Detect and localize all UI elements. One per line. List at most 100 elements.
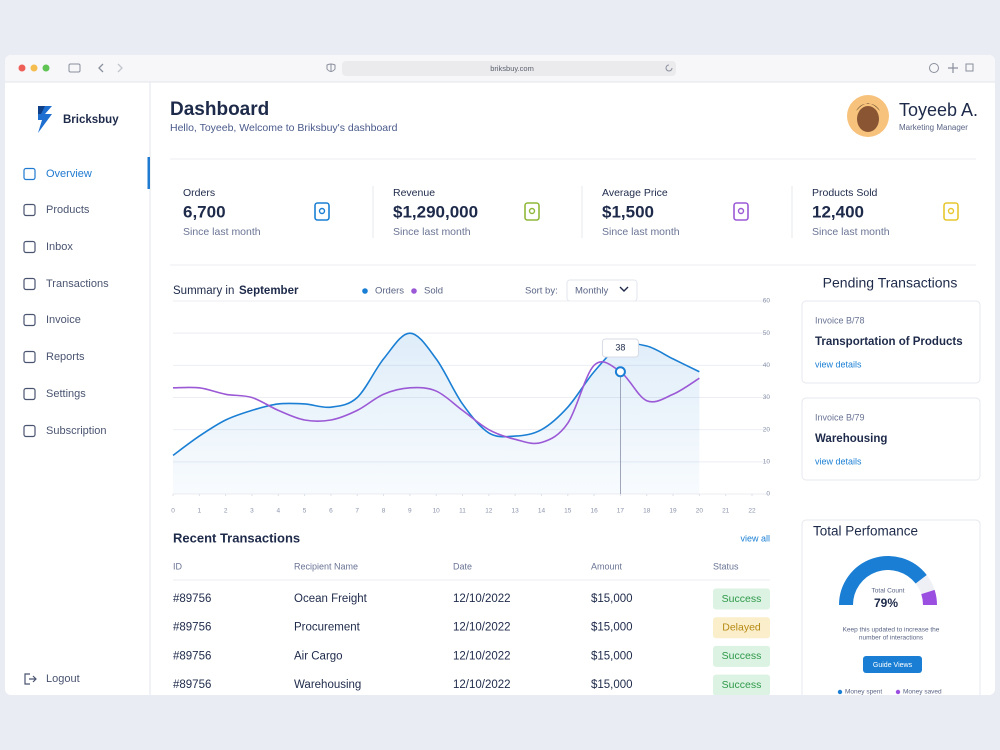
- menu-item[interactable]: Overview: [46, 168, 92, 180]
- gauge-value-label: 79%: [874, 596, 898, 610]
- x-tick-label: 17: [617, 508, 625, 515]
- forward-button[interactable]: [117, 63, 123, 73]
- stat-icon-dot: [947, 207, 955, 215]
- invoice-label: Invoice B/79: [815, 412, 865, 422]
- x-tick-label: 5: [303, 508, 307, 515]
- menu-icon: [23, 240, 36, 254]
- browser-window: briksbuy.com Bricksbuy Dashboard Hello, …: [5, 55, 995, 696]
- table-cell: 12/10/2022: [453, 622, 511, 634]
- status-badge: [713, 588, 770, 610]
- performance-note: number of interactions: [859, 635, 924, 642]
- min-dot[interactable]: [30, 64, 38, 72]
- reload-icon[interactable]: [665, 64, 673, 72]
- performance-card: [801, 519, 981, 695]
- menu-icon: [23, 313, 36, 327]
- menu-item[interactable]: Subscription: [46, 425, 107, 437]
- url-bar[interactable]: [342, 61, 676, 76]
- tabs-icon[interactable]: [965, 63, 974, 72]
- performance-legend: Money spent: [845, 689, 882, 696]
- x-tick-label: 6: [329, 508, 333, 515]
- menu-icon: [23, 387, 36, 401]
- menu-item[interactable]: Transactions: [46, 278, 109, 290]
- new-tab-icon[interactable]: [948, 63, 958, 73]
- x-tick-label: 9: [408, 508, 412, 515]
- menu-item[interactable]: Inbox: [46, 241, 73, 253]
- x-tick-label: 10: [433, 508, 441, 515]
- menu-item[interactable]: Settings: [46, 388, 86, 400]
- status-text: Success: [722, 593, 762, 605]
- menu-item[interactable]: Reports: [46, 351, 85, 363]
- stat-label: Orders: [183, 187, 215, 199]
- chart-title-highlight: September: [239, 285, 299, 297]
- x-tick-label: 7: [355, 508, 359, 515]
- dropdown-chevron: [619, 286, 629, 292]
- max-dot[interactable]: [42, 64, 50, 72]
- status-badge: [713, 617, 770, 639]
- url-text: briksbuy.com: [490, 64, 534, 73]
- sidebar-toggle[interactable]: [68, 63, 81, 73]
- column-header: Status: [713, 561, 739, 571]
- x-tick-label: 19: [669, 508, 677, 515]
- table-cell: Air Cargo: [294, 650, 343, 662]
- invoice-label: Invoice B/78: [815, 315, 865, 325]
- view-details[interactable]: view details: [815, 359, 862, 369]
- performance-note: Keep this updated to increase the: [843, 627, 940, 634]
- stat-value: $1,290,000: [393, 202, 478, 221]
- x-tick-label: 8: [382, 508, 386, 515]
- y-tick-label: 0: [766, 491, 770, 498]
- page-subtitle: Hello, Toyeeb, Welcome to Briksbuy's das…: [170, 122, 398, 134]
- view-details[interactable]: view details: [815, 456, 862, 466]
- legend-label: Orders: [375, 286, 404, 297]
- gauge-label: Total Count: [872, 588, 905, 595]
- pending-card: [801, 300, 981, 384]
- stat-value: $1,500: [602, 202, 654, 221]
- legend-swatch: [895, 689, 901, 695]
- table-cell: Ocean Freight: [294, 593, 368, 605]
- x-tick-label: 14: [538, 508, 546, 515]
- x-tick-label: 4: [276, 508, 280, 515]
- y-tick-label: 30: [763, 394, 771, 401]
- guide-button[interactable]: [863, 656, 922, 673]
- column-header: Recipient Name: [294, 561, 358, 571]
- section-title: Pending Transactions: [823, 275, 958, 291]
- table-cell: 12/10/2022: [453, 679, 511, 691]
- y-tick-label: 40: [763, 362, 771, 369]
- logout[interactable]: Logout: [46, 673, 80, 685]
- status-badge: [713, 645, 770, 667]
- pending-name: Warehousing: [815, 433, 887, 445]
- stat-icon: [314, 202, 330, 221]
- view-all[interactable]: view all: [740, 533, 770, 543]
- menu-icon: [23, 167, 36, 181]
- table-cell: Procurement: [294, 622, 361, 634]
- legend-swatch: [837, 689, 843, 695]
- x-tick-label: 1: [198, 508, 202, 515]
- stat-icon-dot: [528, 207, 536, 215]
- chart-title: Summary in: [173, 285, 234, 297]
- sort-value[interactable]: Monthly: [575, 286, 609, 297]
- x-tick-label: 3: [250, 508, 254, 515]
- download-icon[interactable]: [929, 63, 939, 73]
- tooltip-value: 38: [615, 342, 625, 352]
- x-tick-label: 2: [224, 508, 228, 515]
- x-tick-label: 15: [564, 508, 572, 515]
- y-tick-label: 10: [763, 459, 771, 466]
- user-role: Marketing Manager: [899, 123, 968, 132]
- close-dot[interactable]: [18, 64, 26, 72]
- menu-icon: [23, 277, 36, 291]
- menu-item[interactable]: Invoice: [46, 314, 81, 326]
- table-cell: $15,000: [591, 650, 633, 662]
- stat-icon: [733, 202, 749, 221]
- table-cell: $15,000: [591, 622, 633, 634]
- logout-icon: [24, 673, 37, 685]
- x-tick-label: 18: [643, 508, 651, 515]
- x-tick-label: 12: [485, 508, 493, 515]
- stat-note: Since last month: [602, 226, 680, 238]
- stat-note: Since last month: [812, 226, 890, 238]
- x-tick-label: 21: [722, 508, 730, 515]
- stat-label: Products Sold: [812, 187, 878, 199]
- menu-item[interactable]: Products: [46, 204, 90, 216]
- stat-icon-dot: [318, 207, 326, 215]
- guide-button-label[interactable]: Guide Views: [873, 662, 913, 669]
- back-button[interactable]: [98, 63, 104, 73]
